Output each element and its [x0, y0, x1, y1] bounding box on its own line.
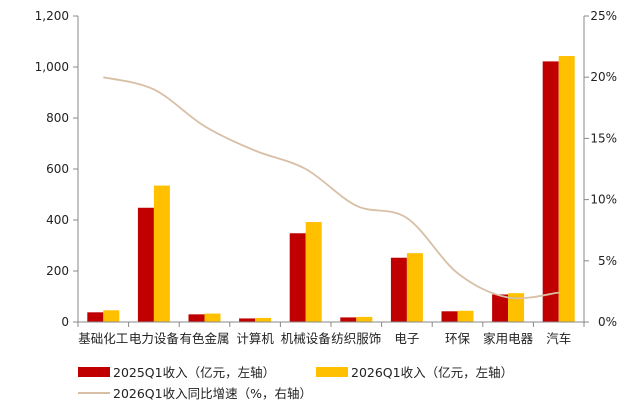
- legend-item-2025: 2025Q1收入（亿元，左轴）: [78, 362, 275, 381]
- bar-2026q1-8: [457, 310, 474, 322]
- legend-swatch-2025: [78, 366, 110, 377]
- left-tick-label: 600: [46, 162, 69, 176]
- left-tick-label: 400: [46, 213, 69, 227]
- right-axis-ticks: 0% 5% 10% 15% 20% 25%: [584, 9, 617, 329]
- left-axis-ticks: 0 200 400 600 800 1,000 1,200: [35, 9, 78, 329]
- bar-2025q1-5: [289, 233, 306, 322]
- left-tick-label: 800: [46, 111, 69, 125]
- right-tick-label: 20%: [590, 70, 617, 84]
- right-tick-label: 10%: [590, 193, 617, 207]
- right-tick-label: 0%: [598, 315, 617, 329]
- legend: 2025Q1收入（亿元，左轴） 2026Q1收入（亿元，左轴） 2026Q1收入…: [78, 356, 598, 402]
- x-axis-ticks: [77, 322, 585, 327]
- category-label: 电子: [394, 331, 419, 346]
- bar-2025q1-7: [390, 257, 407, 322]
- category-label: 电力设备: [129, 331, 180, 346]
- left-tick-label: 1,000: [35, 60, 69, 74]
- category-label: 计算机: [236, 331, 274, 346]
- right-tick-label: 5%: [598, 254, 617, 268]
- bar-2025q1-9: [492, 294, 509, 322]
- category-label: 汽车: [546, 331, 571, 346]
- legend-label-2025: 2025Q1收入（亿元，左轴）: [113, 365, 276, 380]
- legend-label-growth: 2026Q1收入同比增速（%，右轴）: [113, 386, 312, 401]
- bar-2025q1-1: [87, 312, 104, 322]
- bar-2025q1-8: [441, 311, 458, 322]
- bar-2026q1-3: [204, 313, 221, 322]
- category-label: 环保: [445, 331, 471, 346]
- legend-swatch-2026: [316, 366, 348, 377]
- bar-2025q1-6: [340, 317, 357, 322]
- left-tick-label: 200: [46, 264, 69, 278]
- bar-2026q1-4: [255, 317, 272, 322]
- bar-2026q1-9: [508, 293, 525, 322]
- bar-2025q1-2: [137, 207, 154, 322]
- legend-label-2026: 2026Q1收入（亿元，左轴）: [351, 365, 514, 380]
- category-label: 家用电器: [483, 331, 534, 346]
- bar-2025q1-3: [188, 314, 205, 322]
- category-label: 基础化工: [78, 331, 128, 346]
- category-label: 机械设备: [281, 331, 332, 346]
- bar-2026q1-5: [305, 222, 322, 322]
- left-tick-label: 0: [61, 315, 69, 329]
- bar-2026q1-10: [558, 56, 575, 322]
- bar-2026q1-1: [103, 310, 120, 322]
- legend-swatch-growth: [78, 391, 110, 394]
- bar-2025q1-4: [239, 318, 256, 322]
- bar-2025q1-10: [542, 61, 559, 322]
- legend-item-growth: 2026Q1收入同比增速（%，右轴）: [78, 383, 312, 402]
- left-tick-label: 1,200: [35, 9, 69, 23]
- bar-2026q1-7: [406, 253, 423, 322]
- legend-item-2026: 2026Q1收入（亿元，左轴）: [316, 362, 513, 381]
- bars: [87, 56, 575, 322]
- right-tick-label: 15%: [590, 131, 617, 145]
- category-label: 有色金属: [179, 331, 229, 346]
- bar-2026q1-6: [356, 316, 373, 322]
- category-labels: 基础化工 电力设备 有色金属 计算机 机械设备 纺织服饰 电子 环保 家用电器 汽车: [78, 331, 571, 346]
- growth-line: [103, 76, 559, 300]
- bar-2026q1-2: [153, 185, 170, 322]
- right-tick-label: 25%: [590, 9, 617, 23]
- category-label: 纺织服饰: [331, 331, 381, 346]
